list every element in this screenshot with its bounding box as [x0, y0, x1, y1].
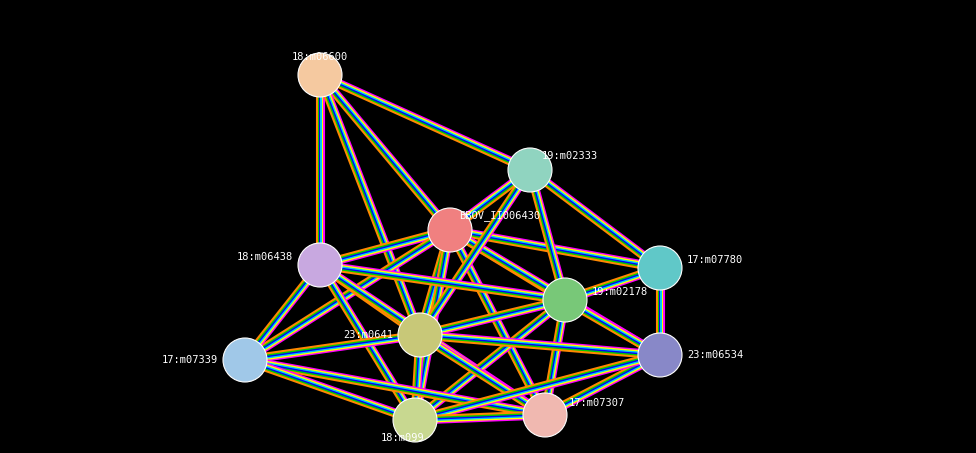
- Circle shape: [398, 313, 442, 357]
- Text: 18:m06600: 18:m06600: [292, 52, 348, 62]
- Circle shape: [523, 393, 567, 437]
- Circle shape: [638, 333, 682, 377]
- Circle shape: [543, 278, 587, 322]
- Text: 17:m07780: 17:m07780: [687, 255, 743, 265]
- Text: 17:m07339: 17:m07339: [162, 355, 218, 365]
- Text: 19:m02178: 19:m02178: [591, 287, 648, 297]
- Circle shape: [638, 246, 682, 290]
- Circle shape: [298, 53, 342, 97]
- Text: 18:m099: 18:m099: [381, 433, 425, 443]
- Circle shape: [508, 148, 552, 192]
- Text: 17:m07307: 17:m07307: [569, 398, 625, 408]
- Circle shape: [298, 243, 342, 287]
- Text: 19:m02333: 19:m02333: [542, 151, 598, 161]
- Circle shape: [223, 338, 267, 382]
- Text: 23:m06534: 23:m06534: [687, 350, 743, 360]
- Text: BBOV_II006430: BBOV_II006430: [460, 211, 541, 222]
- Circle shape: [428, 208, 472, 252]
- Text: 18:m06438: 18:m06438: [237, 252, 293, 262]
- Text: 23:m0641: 23:m0641: [343, 330, 393, 340]
- Circle shape: [393, 398, 437, 442]
